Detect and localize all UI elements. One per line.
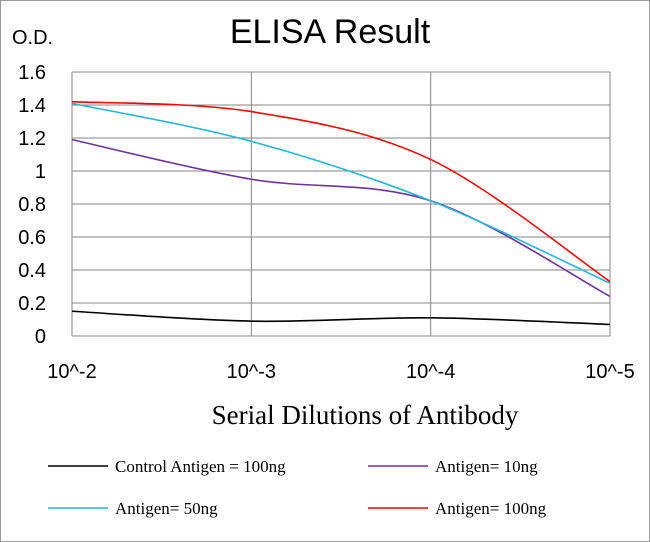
series-line-2 (71, 102, 611, 284)
series-line-0 (71, 310, 611, 326)
chart-title: ELISA Result (230, 13, 431, 51)
x-axis-label: Serial Dilutions of Antibody (212, 400, 519, 430)
x-tick-label: 10^-5 (585, 361, 634, 383)
legend-label-2: Antigen= 50ng (115, 499, 218, 518)
y-tick-label: 0.4 (18, 260, 46, 282)
series-line-3 (71, 100, 611, 283)
y-tick-label: 1 (35, 161, 46, 183)
x-tick-labels: 10^-2 10^-3 10^-4 10^-5 (47, 361, 634, 383)
grid (71, 71, 611, 337)
y-tick-label: 1.2 (18, 128, 46, 150)
x-tick-label: 10^-4 (406, 361, 455, 383)
legend-label-3: Antigen= 100ng (435, 499, 547, 518)
y-tick-label: 1.6 (18, 62, 46, 84)
y-tick-label: 0 (35, 326, 46, 348)
x-tick-label: 10^-2 (47, 361, 96, 383)
legend-label-1: Antigen= 10ng (435, 457, 538, 476)
y-axis-label: O.D. (12, 27, 53, 49)
legend: Control Antigen = 100ng Antigen= 10ng Anti… (48, 457, 547, 518)
y-tick-labels: 0 0.2 0.4 0.6 0.8 1 1.2 1.4 1.6 (18, 62, 46, 348)
y-tick-label: 1.4 (18, 95, 46, 117)
series-lines (71, 100, 611, 326)
y-tick-label: 0.6 (18, 227, 46, 249)
y-tick-label: 0.8 (18, 194, 46, 216)
legend-label-0: Control Antigen = 100ng (115, 457, 286, 476)
series-line-1 (71, 138, 611, 298)
y-tick-label: 0.2 (18, 293, 46, 315)
x-tick-label: 10^-3 (227, 361, 276, 383)
